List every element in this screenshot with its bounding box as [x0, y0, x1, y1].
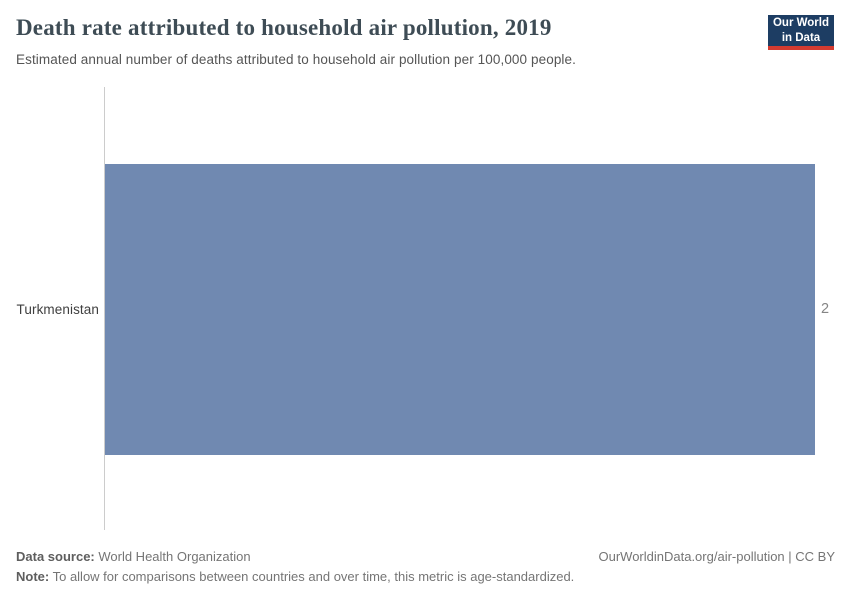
- owid-link[interactable]: OurWorldinData.org/air-pollution | CC BY: [598, 549, 835, 564]
- data-source-value: World Health Organization: [94, 549, 251, 564]
- plot-area: [105, 87, 815, 530]
- y-axis-entity-label: Turkmenistan: [16, 302, 99, 317]
- owid-logo-line1: Our World: [772, 17, 829, 30]
- data-source-line: Data source: World Health Organization: [16, 549, 251, 564]
- note-label: Note:: [16, 569, 50, 584]
- chart-subtitle: Estimated annual number of deaths attrib…: [16, 52, 576, 67]
- note-line: Note: To allow for comparisons between c…: [16, 569, 574, 584]
- owid-logo-line2: in Data: [781, 31, 821, 44]
- bar-turkmenistan[interactable]: [105, 164, 815, 455]
- chart-title: Death rate attributed to household air p…: [16, 15, 552, 40]
- note-value: To allow for comparisons between countri…: [49, 569, 575, 584]
- data-source-label: Data source:: [16, 549, 95, 564]
- y-axis-line: [104, 87, 105, 530]
- bar-value-label: 2: [821, 301, 830, 317]
- owid-logo[interactable]: Our World in Data: [768, 15, 834, 50]
